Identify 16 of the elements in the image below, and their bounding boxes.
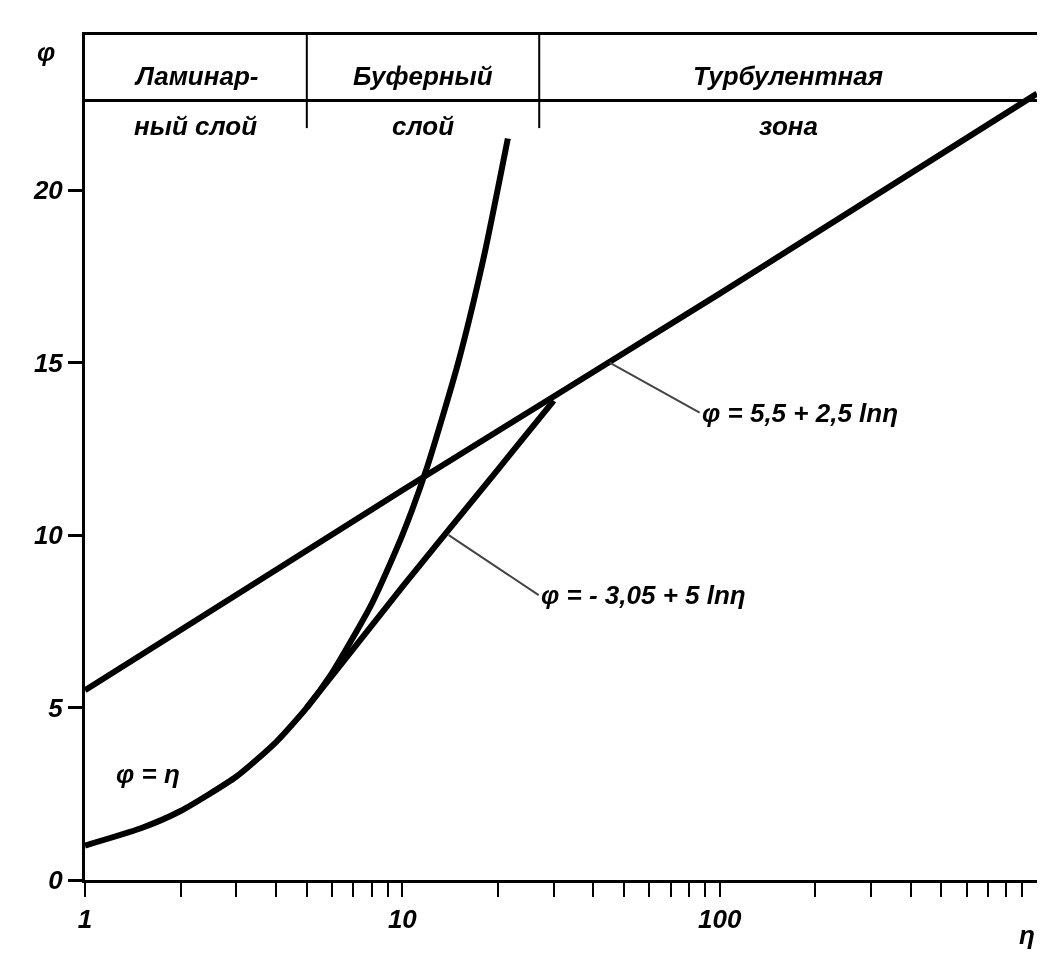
- x-tick-label: 1: [77, 904, 93, 935]
- annotation: φ = η: [116, 759, 180, 789]
- annotation: φ = 5,5 + 2,5 lnη: [702, 398, 899, 428]
- annotation: Ламинар- ный слой: [134, 61, 259, 141]
- x-tick-label: 10: [387, 904, 418, 935]
- x-tick-label: 100: [697, 904, 742, 935]
- y-tick-label: 15: [33, 347, 64, 378]
- y-tick-label: 20: [32, 175, 64, 206]
- x-axis-title: η: [1019, 920, 1035, 950]
- y-tick-label: 10: [33, 520, 64, 551]
- annotation: Турбулентная зона: [693, 61, 884, 141]
- y-tick-label: 0: [48, 865, 64, 896]
- y-axis-title: φ: [37, 37, 56, 67]
- annotation: Буферный слой: [353, 61, 493, 141]
- y-tick-label: 5: [48, 692, 64, 723]
- annotation: φ = - 3,05 + 5 lnη: [541, 580, 746, 610]
